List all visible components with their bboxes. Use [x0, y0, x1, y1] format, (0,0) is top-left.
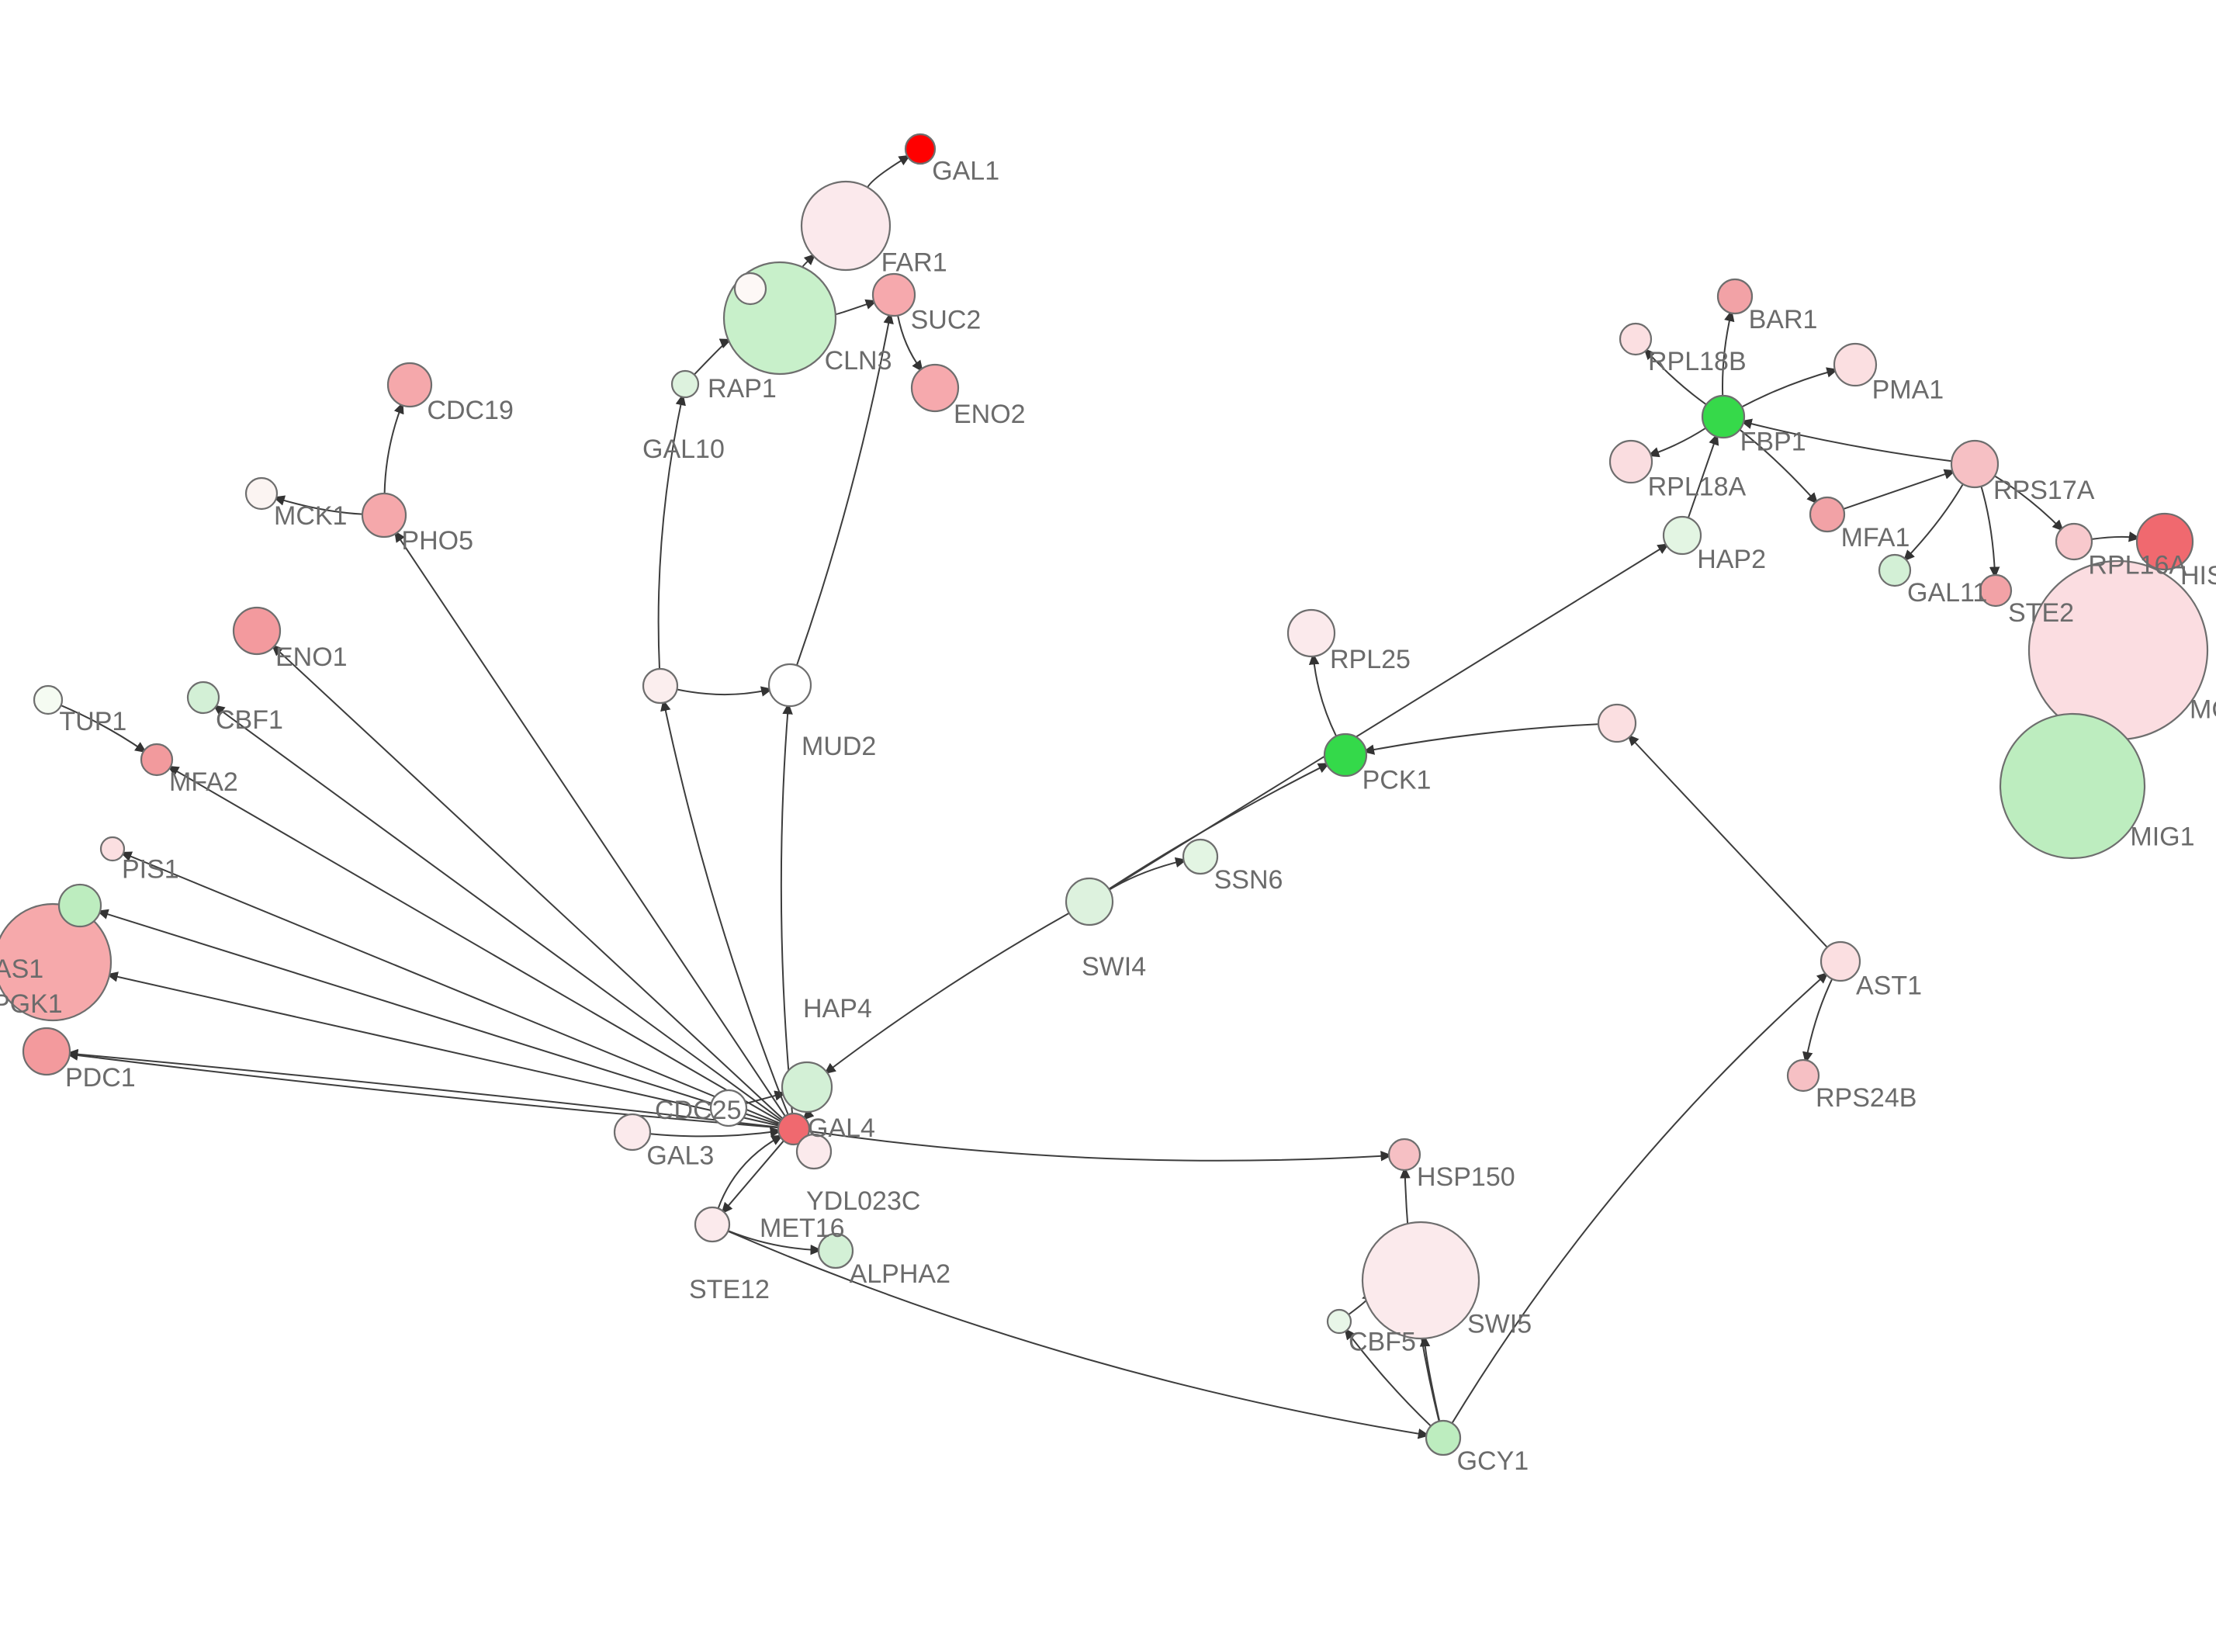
svg-text:RPL25: RPL25 [1330, 645, 1411, 674]
svg-text:RPL18A: RPL18A [1648, 473, 1747, 502]
svg-text:GCY1: GCY1 [1457, 1446, 1529, 1476]
svg-text:FBP1: FBP1 [1740, 428, 1806, 457]
svg-text:RPL18B: RPL18B [1648, 347, 1747, 376]
svg-text:RPS24B: RPS24B [1816, 1083, 1916, 1113]
svg-text:MCM1: MCM1 [2190, 695, 2216, 725]
svg-text:MCK1: MCK1 [274, 501, 347, 531]
svg-text:STE2: STE2 [2008, 598, 2074, 628]
svg-text:SSN6: SSN6 [1214, 865, 1283, 895]
svg-text:YDL023C: YDL023C [806, 1186, 920, 1216]
svg-text:MFA2: MFA2 [169, 767, 238, 797]
svg-text:PGK1: PGK1 [0, 989, 63, 1019]
svg-text:GAL4: GAL4 [808, 1113, 875, 1143]
svg-text:GAL11: GAL11 [1907, 578, 1987, 608]
svg-text:PMA1: PMA1 [1872, 376, 1944, 405]
svg-text:RPS17A: RPS17A [1993, 476, 2095, 505]
svg-text:ALPHA2: ALPHA2 [850, 1259, 950, 1289]
svg-text:HSP150: HSP150 [1417, 1162, 1515, 1192]
svg-text:ENO2: ENO2 [954, 400, 1026, 429]
svg-text:MFA1: MFA1 [1841, 523, 1910, 552]
svg-text:PDC1: PDC1 [65, 1063, 136, 1093]
svg-text:CDC19: CDC19 [427, 396, 513, 425]
svg-text:FAR1: FAR1 [881, 248, 947, 278]
svg-text:GAL1: GAL1 [932, 157, 999, 186]
svg-text:BAR1: BAR1 [1749, 305, 1818, 334]
svg-text:GAL10: GAL10 [642, 435, 725, 464]
svg-text:MUD2: MUD2 [802, 732, 876, 761]
svg-text:MET16: MET16 [760, 1214, 845, 1243]
svg-text:SUC2: SUC2 [911, 306, 982, 335]
svg-text:ENO1: ENO1 [275, 642, 348, 672]
svg-text:CBF1: CBF1 [216, 705, 283, 735]
svg-text:PIS1: PIS1 [122, 855, 179, 885]
svg-text:AST1: AST1 [1856, 971, 1922, 1001]
svg-text:RAP1: RAP1 [708, 374, 777, 403]
svg-text:CBF5: CBF5 [1349, 1328, 1416, 1357]
svg-text:CLN3: CLN3 [825, 346, 892, 376]
svg-text:TUP1: TUP1 [59, 707, 126, 736]
svg-text:MIG1: MIG1 [2130, 823, 2194, 852]
svg-text:HAP4: HAP4 [803, 994, 872, 1023]
svg-text:CDC25: CDC25 [655, 1096, 741, 1125]
svg-text:RPL16A: RPL16A [2088, 551, 2187, 580]
svg-text:HAP2: HAP2 [1697, 545, 1766, 574]
svg-text:GAL3: GAL3 [646, 1141, 714, 1171]
svg-text:SWI4: SWI4 [1082, 952, 1146, 982]
svg-text:PCK1: PCK1 [1362, 766, 1432, 795]
svg-text:LAS1: LAS1 [0, 954, 43, 984]
svg-text:SWI5: SWI5 [1467, 1310, 1532, 1339]
svg-text:HIS4: HIS4 [2180, 561, 2216, 590]
svg-text:PHO5: PHO5 [401, 526, 473, 556]
svg-text:STE12: STE12 [689, 1275, 770, 1304]
